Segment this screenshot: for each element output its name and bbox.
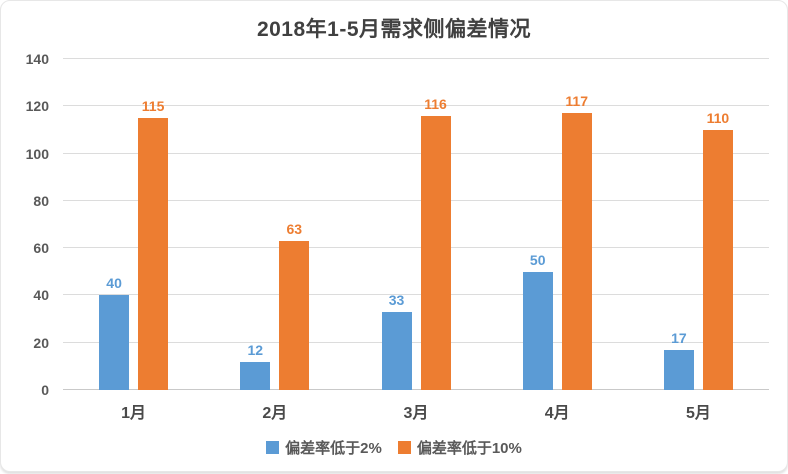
gridline	[63, 58, 769, 59]
gridline	[63, 105, 769, 107]
x-axis-label: 2月	[262, 405, 288, 422]
gridline	[63, 152, 769, 154]
bar: 63	[279, 221, 310, 390]
bar: 117	[561, 93, 592, 390]
bar-value-label: 115	[141, 98, 165, 115]
gridline	[63, 199, 769, 201]
bar-value-label: 63	[286, 221, 303, 238]
plot-area: 40 115 12 63 33 116 50 117 17 110	[63, 58, 769, 390]
bar: 115	[138, 98, 169, 390]
bar-group: 33 116	[345, 59, 486, 390]
x-axis-label: 5月	[685, 405, 711, 422]
gridline	[63, 341, 769, 343]
bar-groups: 40 115 12 63 33 116 50 117 17 110	[63, 59, 769, 390]
x-axis-line	[63, 389, 769, 390]
bar-value-label: 33	[388, 291, 405, 308]
bar: 50	[522, 252, 553, 390]
legend-swatch-icon	[397, 441, 411, 454]
gridline	[63, 294, 769, 296]
y-axis-tick-label: 0	[41, 382, 49, 398]
bar-group: 50 117	[487, 59, 628, 390]
y-axis-tick-label: 60	[33, 240, 49, 257]
legend-label: 偏差率低于2%	[285, 440, 382, 457]
bar-value-label: 117	[565, 93, 588, 110]
legend-swatch-icon	[266, 441, 280, 454]
bar: 12	[240, 342, 271, 390]
legend-label: 偏差率低于10%	[416, 440, 522, 457]
x-axis-label: 1月	[121, 405, 147, 422]
x-axis-label: 3月	[403, 405, 429, 422]
bar: 110	[702, 110, 733, 390]
bar-group: 17 110	[628, 59, 769, 390]
y-axis-tick-label: 100	[25, 145, 49, 162]
legend: 偏差率低于2% 偏差率低于10%	[1, 437, 787, 458]
bar-value-label: 110	[706, 109, 730, 126]
y-axis-tick-label: 80	[33, 192, 49, 209]
x-axis-labels: 1月 2月 3月 4月 5月	[63, 393, 769, 423]
legend-item: 偏差率低于10%	[397, 437, 522, 458]
gridline	[63, 247, 769, 249]
chart-title: 2018年1-5月需求侧偏差情况	[256, 18, 532, 41]
bar: 116	[420, 96, 451, 390]
bar: 40	[99, 275, 130, 390]
bar-group: 40 115	[63, 59, 204, 390]
bar: 17	[663, 330, 694, 390]
bar-value-label: 17	[671, 329, 687, 346]
bar-group: 12 63	[204, 59, 345, 390]
bar-value-label: 50	[529, 251, 546, 268]
y-axis: 0 20 40 60 80 100 120 140	[1, 52, 55, 397]
legend-item: 偏差率低于2%	[266, 437, 382, 458]
bar-value-label: 40	[106, 275, 122, 292]
y-axis-tick-label: 40	[33, 287, 49, 304]
x-axis-label: 4月	[544, 405, 570, 422]
bar-value-label: 12	[247, 341, 264, 358]
y-axis-tick-label: 140	[25, 51, 49, 67]
y-axis-tick-label: 20	[33, 334, 49, 351]
bar: 33	[381, 292, 412, 390]
bar-value-label: 116	[424, 95, 447, 112]
y-axis-tick-label: 120	[25, 98, 49, 115]
